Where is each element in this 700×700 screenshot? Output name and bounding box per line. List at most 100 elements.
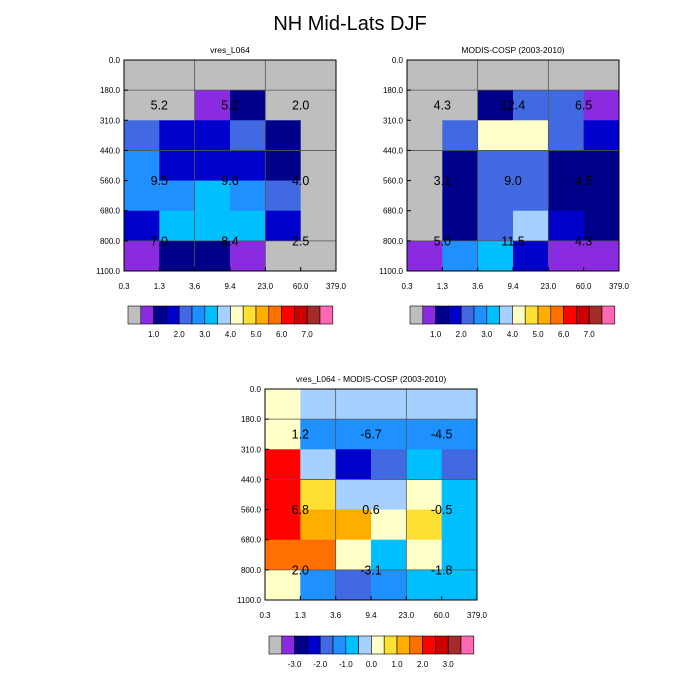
x-tick-label: 23.0 (399, 611, 415, 620)
heatmap-cell (406, 449, 443, 480)
x-tick-label: 379.0 (467, 611, 488, 620)
heatmap-cell (300, 240, 337, 272)
heatmap-cell (300, 449, 337, 480)
heatmap-cell (477, 60, 514, 91)
heatmap-cell (513, 210, 549, 242)
colorbar-swatch (345, 635, 359, 655)
colorbar-label: 2.0 (456, 330, 468, 339)
heatmap-cell (335, 389, 372, 420)
panel-title: vres_L064 - MODIS-COSP (2003-2010) (296, 374, 447, 384)
heatmap-cell (406, 419, 443, 450)
block-value-label: 0.6 (362, 503, 379, 517)
y-tick-label: 680.0 (100, 207, 121, 216)
block-value-label: 4.0 (292, 174, 309, 188)
heatmap-cell (265, 60, 302, 91)
heatmap-cell (159, 210, 196, 242)
heatmap-cell (513, 120, 549, 151)
y-tick-label: 180.0 (100, 86, 121, 95)
heatmap-cell (335, 419, 372, 450)
colorbar-swatch (242, 305, 257, 325)
colorbar-label: 1.0 (148, 330, 160, 339)
colorbar-label: -3.0 (288, 660, 302, 669)
block-value-label: 5.2 (151, 99, 168, 113)
heatmap-cell (124, 120, 160, 151)
colorbar-label: 3.0 (481, 330, 493, 339)
colorbar-swatch (563, 305, 577, 325)
colorbar-label: 3.0 (443, 660, 455, 669)
heatmap-cell (441, 509, 478, 541)
x-tick-label: 23.0 (541, 282, 557, 291)
x-tick-label: 3.6 (330, 611, 342, 620)
heatmap-cell (124, 150, 160, 181)
heatmap-panel-1: vres_L064 0.0 180.0 310.0 440.0 560.0 680.0 800… (96, 45, 346, 339)
colorbar-label: 6.0 (558, 330, 570, 339)
colorbar-swatch (588, 305, 603, 325)
heatmap-cell (159, 240, 196, 272)
heatmap-cell (265, 150, 302, 181)
heatmap-cell (407, 120, 443, 151)
colorbar-swatch (127, 305, 142, 325)
block-value-label: 4.3 (575, 234, 592, 248)
colorbar-label: 3.0 (199, 330, 211, 339)
heatmap-cell (442, 90, 479, 121)
colorbar-swatch (230, 305, 244, 325)
x-tick-label: 23.0 (258, 282, 274, 291)
heatmap-cell (335, 449, 372, 480)
y-tick-label: 560.0 (241, 506, 262, 515)
heatmap-cell (335, 509, 372, 541)
colorbar-swatch (524, 305, 539, 325)
y-tick-label: 440.0 (241, 475, 262, 484)
heatmap-cell (441, 539, 478, 571)
block-value-label: 7.0 (151, 234, 168, 248)
colorbar: -3.0 -2.0 -1.0 0.0 1.0 2.0 3.0 (268, 635, 475, 669)
heatmap-cell (194, 240, 231, 272)
colorbar-swatch (473, 305, 488, 325)
heatmap-cell (300, 180, 337, 212)
x-tick-label: 3.6 (189, 282, 201, 291)
y-tick-label: 560.0 (100, 177, 121, 186)
heatmap-cell (300, 90, 337, 121)
heatmap-cell (548, 60, 585, 91)
heatmap-cell (548, 210, 585, 242)
colorbar-label: 0.0 (366, 660, 378, 669)
heatmap-cell (406, 389, 443, 420)
colorbar-swatch (537, 305, 552, 325)
heatmap-cell (300, 60, 337, 91)
heatmap-cell (406, 509, 443, 541)
colorbar-swatch (460, 305, 475, 325)
colorbar-swatch (409, 305, 424, 325)
heatmap-cell (335, 479, 372, 510)
colorbar-swatch (178, 305, 193, 325)
x-tick-label: 0.3 (401, 282, 413, 291)
colorbar-swatch (140, 305, 154, 325)
colorbar-swatch (358, 635, 372, 655)
block-value-label: 11.5 (501, 234, 524, 248)
heatmap-cell (159, 90, 196, 121)
heatmap-cell (194, 150, 231, 181)
y-tick-label: 680.0 (241, 536, 262, 545)
x-tick-label: 60.0 (576, 282, 592, 291)
colorbar-label: 2.0 (174, 330, 186, 339)
colorbar-label: 5.0 (250, 330, 262, 339)
heatmap-cell (407, 150, 443, 181)
colorbar-swatch (512, 305, 526, 325)
block-value-label: 3.1 (434, 174, 451, 188)
colorbar-swatch (166, 305, 180, 325)
heatmap-cell (548, 90, 585, 121)
y-tick-label: 440.0 (100, 146, 121, 155)
heatmap-cell (230, 210, 266, 242)
heatmap-cell (407, 210, 443, 242)
colorbar-swatch (306, 305, 321, 325)
heatmap-cell (371, 419, 407, 450)
colorbar-swatch (550, 305, 564, 325)
colorbar-swatch (319, 635, 334, 655)
heatmap-cell (300, 419, 337, 450)
y-tick-label: 440.0 (383, 146, 404, 155)
heatmap-cell (265, 509, 301, 541)
heatmap-cell (442, 180, 479, 212)
colorbar-swatch (448, 305, 462, 325)
heatmap-cell (265, 389, 301, 420)
heatmap-cell (441, 419, 478, 450)
colorbar-swatch (153, 305, 167, 325)
y-tick-label: 0.0 (392, 56, 404, 65)
